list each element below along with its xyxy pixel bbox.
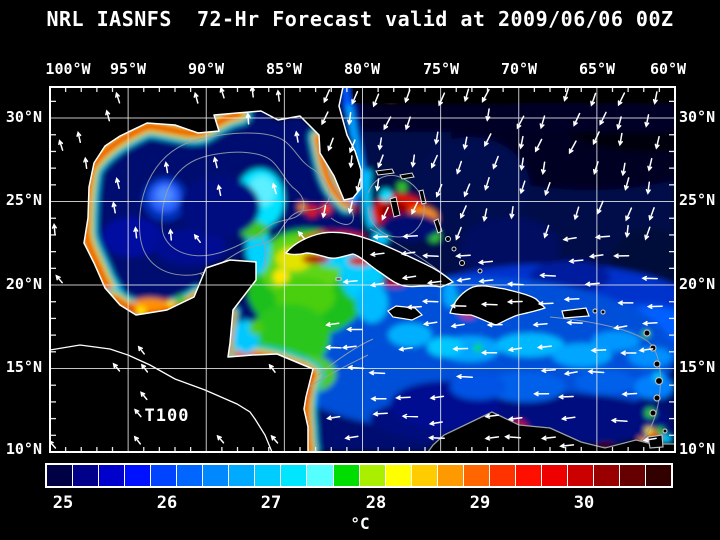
colorbar-cell: [333, 465, 359, 486]
lat-label: 10°N: [5, 440, 42, 458]
colorbar-cell: [151, 465, 177, 486]
colorbar-cell: [229, 465, 255, 486]
gulf-coastline: [83, 87, 362, 452]
colorbar-tick: 25: [52, 493, 74, 513]
lat-label: 15°N: [5, 358, 42, 376]
colorbar-cell: [385, 465, 411, 486]
island-cuba: [285, 231, 454, 288]
colorbar-cell: [125, 465, 151, 486]
colorbar-cell: [47, 465, 73, 486]
lesser-antilles-islands: [592, 308, 668, 449]
colorbar-cell: [255, 465, 281, 486]
island-hispaniola: [449, 285, 546, 326]
lat-label: 25°N: [5, 191, 42, 209]
south-america-landmass: [428, 412, 675, 452]
lat-label: 15°N: [679, 358, 716, 376]
colorbar-cell: [359, 465, 385, 486]
colorbar-cell: [99, 465, 125, 486]
colorbar-cell: [177, 465, 203, 486]
lat-label: 10°N: [679, 440, 716, 458]
colorbar-cell: [541, 465, 567, 486]
colorbar-cell: [489, 465, 515, 486]
lat-label: 20°N: [679, 275, 716, 293]
lon-label: 65°W: [578, 60, 616, 78]
colorbar-tick: 30: [573, 493, 595, 513]
pacific-coastline: [50, 344, 273, 452]
velocity-vectors: [50, 87, 663, 449]
lon-label: 60°W: [649, 60, 687, 78]
lon-label: 75°W: [422, 60, 460, 78]
field-label: T100: [144, 406, 190, 426]
colorbar-cell: [73, 465, 99, 486]
lon-label: 80°W: [343, 60, 381, 78]
lon-label: 70°W: [500, 60, 538, 78]
colorbar-cell: [203, 465, 229, 486]
colorbar-cell: [515, 465, 541, 486]
lon-label: 100°W: [45, 60, 91, 78]
colorbar: [45, 463, 673, 488]
colorbar-cell: [437, 465, 463, 486]
lon-label: 85°W: [265, 60, 303, 78]
map-frame: [49, 86, 676, 453]
colorbar-tick: 29: [469, 493, 491, 513]
colorbar-cell: [411, 465, 437, 486]
colorbar-tick: 27: [260, 493, 282, 513]
plot-title: NRL IASNFS 72-Hr Forecast valid at 2009/…: [46, 7, 674, 31]
colorbar-tick: 26: [156, 493, 178, 513]
colorbar-cell: [281, 465, 307, 486]
lat-label: 30°N: [679, 108, 716, 126]
lat-label: 25°N: [679, 191, 716, 209]
axis-ticks: [51, 88, 674, 451]
colorbar-cell: [307, 465, 333, 486]
lon-label: 90°W: [187, 60, 225, 78]
colorbar-cell: [463, 465, 489, 486]
colorbar-cell: [620, 465, 646, 486]
colorbar-tick: 28: [365, 493, 387, 513]
colorbar-cell: [593, 465, 620, 486]
lat-label: 20°N: [5, 275, 42, 293]
lat-label: 30°N: [5, 108, 42, 126]
island-puerto-rico: [561, 307, 590, 319]
lon-label: 95°W: [109, 60, 147, 78]
model-boundary-band: [353, 87, 675, 103]
colorbar-unit: °C: [350, 514, 370, 533]
island-jamaica: [387, 305, 424, 321]
colorbar-cell: [646, 465, 672, 486]
colorbar-cell: [567, 465, 593, 486]
